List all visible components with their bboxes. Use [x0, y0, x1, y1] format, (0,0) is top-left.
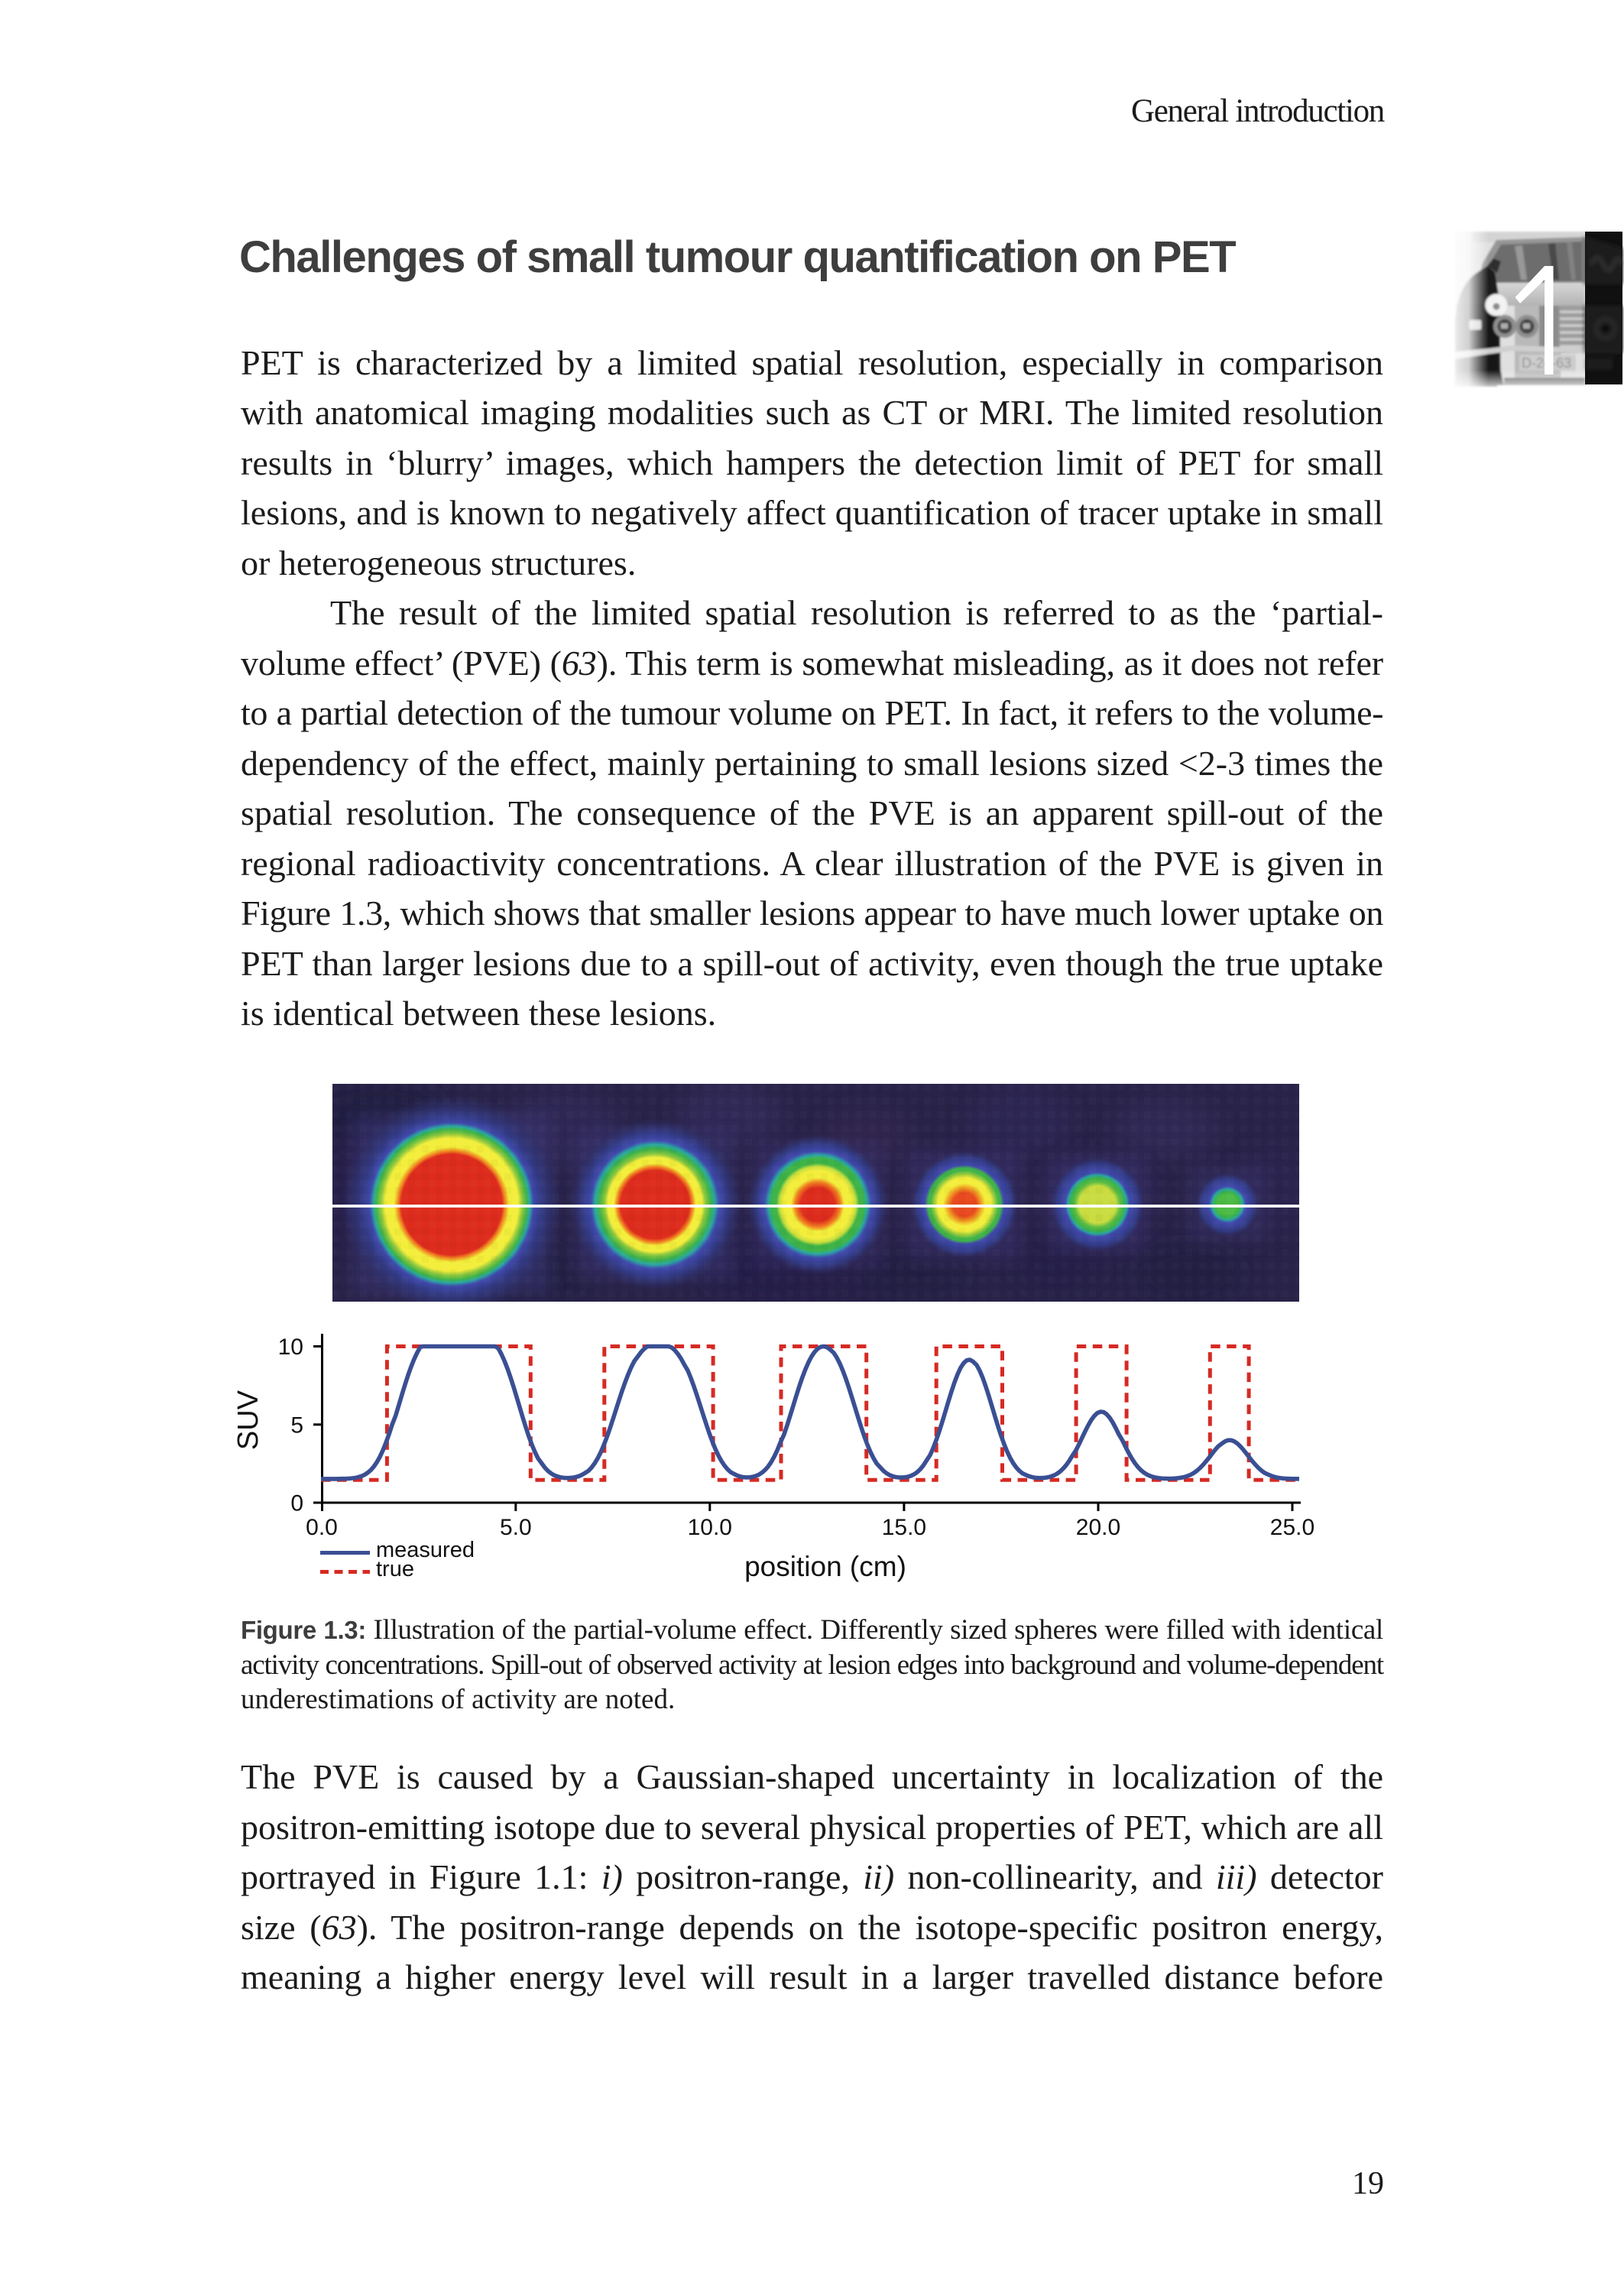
svg-text:20.0: 20.0 [1076, 1515, 1120, 1540]
svg-text:10.0: 10.0 [688, 1515, 732, 1540]
svg-text:10: 10 [278, 1335, 303, 1360]
svg-text:5: 5 [290, 1412, 303, 1438]
svg-text:true: true [376, 1557, 414, 1581]
svg-text:25.0: 25.0 [1270, 1515, 1314, 1540]
svg-text:measured: measured [376, 1538, 475, 1562]
svg-text:position (cm): position (cm) [744, 1551, 906, 1582]
svg-text:0: 0 [290, 1491, 303, 1516]
svg-text:5.0: 5.0 [500, 1515, 532, 1540]
svg-text:SUV: SUV [232, 1390, 264, 1450]
svg-text:15.0: 15.0 [882, 1515, 926, 1540]
svg-text:0.0: 0.0 [306, 1515, 338, 1540]
